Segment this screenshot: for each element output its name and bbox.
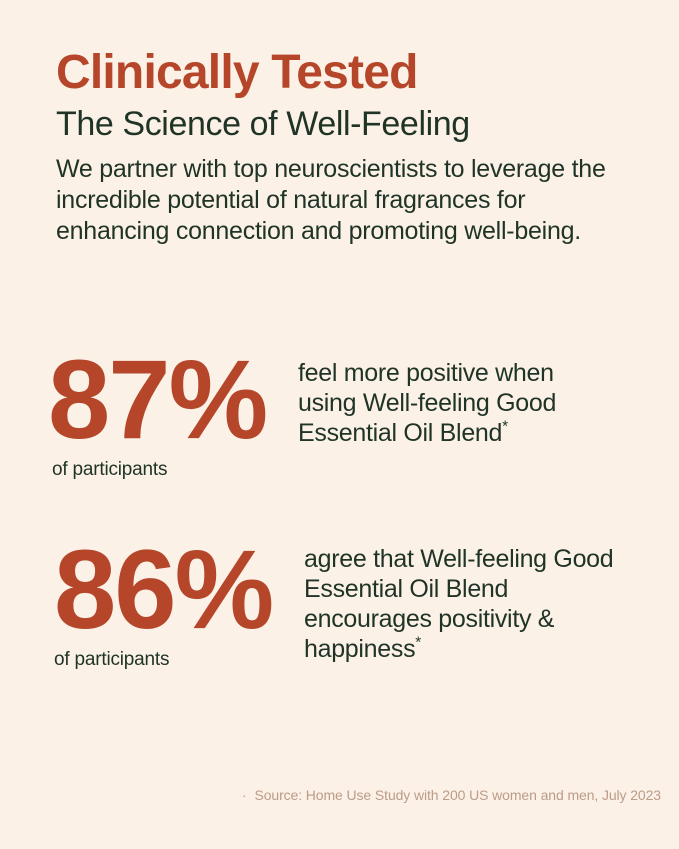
- source-footnote: · Source: Home Use Study with 200 US wome…: [0, 786, 679, 804]
- stat-description-1: feel more positive when using Well-feeli…: [298, 348, 608, 448]
- stat-percentage-1: 87%: [48, 337, 268, 462]
- stat-block-2: 86% of participants agree that Well-feel…: [54, 527, 624, 672]
- footnote-marker-1: *: [502, 418, 508, 436]
- header-block: Clinically Tested The Science of Well-Fe…: [56, 44, 656, 247]
- page-title: Clinically Tested: [56, 46, 418, 99]
- stat-block-1: 87% of participants feel more positive w…: [48, 337, 608, 482]
- stat-description-2: agree that Well-feeling Good Essential O…: [304, 538, 624, 664]
- bullet-icon: ·: [241, 787, 247, 803]
- page-subtitle: The Science of Well-Feeling: [56, 105, 470, 143]
- stat-figure-2: 86% of participants: [54, 527, 304, 672]
- stat-percentage-2: 86%: [54, 527, 274, 652]
- stat-description-text-1: feel more positive when using Well-feeli…: [298, 359, 557, 447]
- stat-figure-1: 87% of participants: [48, 337, 298, 482]
- intro-paragraph: We partner with top neuroscientists to l…: [56, 155, 606, 245]
- source-footnote-text: Source: Home Use Study with 200 US women…: [254, 787, 661, 803]
- stat-description-text-2: agree that Well-feeling Good Essential O…: [304, 545, 614, 663]
- stat-caption-2: of participants: [54, 649, 170, 670]
- stat-caption-1: of participants: [52, 459, 168, 480]
- footnote-marker-2: *: [415, 634, 422, 652]
